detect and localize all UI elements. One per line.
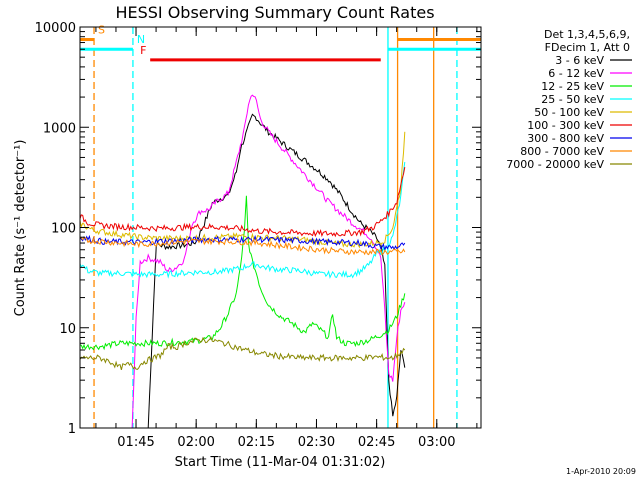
legend-entry-label: 300 - 800 keV [527, 132, 604, 145]
legend-entry-label: 12 - 25 keV [541, 80, 604, 93]
legend-entry-label: 3 - 6 keV [555, 54, 604, 67]
series-line [131, 94, 406, 428]
legend-entry-label: 6 - 12 keV [548, 67, 604, 80]
y-tick-label: 1 [68, 422, 76, 437]
legend-header: FDecim 1, Att 0 [545, 41, 630, 54]
y-tick-label: 10000 [35, 21, 76, 36]
y-tick-label: 10 [59, 322, 76, 337]
legend-entry-label: 100 - 300 keV [527, 119, 604, 132]
legend-entry-label: 25 - 50 keV [541, 93, 604, 106]
series-line [80, 131, 406, 249]
series-line [80, 236, 406, 256]
legend-entry-label: 50 - 100 keV [534, 106, 604, 119]
time-markers [93, 27, 458, 428]
flag-label: S [98, 24, 105, 37]
x-tick-label: 02:00 [177, 435, 214, 450]
y-axis: 1 10 100 1000 10000 [35, 21, 481, 437]
x-axis: 01:45 02:00 02:15 02:30 02:45 03:00 [95, 27, 478, 450]
x-tick-label: 02:15 [238, 435, 275, 450]
series-line [80, 161, 406, 279]
legend-header: Det 1,3,4,5,6,9, [544, 28, 630, 41]
y-tick-label: 100 [51, 222, 76, 237]
footer-date: 1-Apr-2010 20:09 [566, 467, 636, 476]
x-tick-label: 03:00 [418, 435, 455, 450]
flag-label: F [140, 44, 146, 57]
y-axis-label: Count Rate (s⁻¹ detector⁻¹) [13, 140, 28, 317]
x-tick-label: 01:45 [117, 435, 154, 450]
series-line [80, 167, 406, 238]
series-group [80, 94, 406, 428]
series-line [147, 113, 406, 428]
attenuator-flags: S NF [80, 24, 481, 62]
legend-entry-label: 7000 - 20000 keV [506, 158, 604, 171]
x-tick-label: 02:45 [358, 435, 395, 450]
flag-label: N [137, 33, 145, 46]
legend: Det 1,3,4,5,6,9,FDecim 1, Att 03 - 6 keV… [506, 28, 632, 171]
series-line [80, 336, 406, 371]
y-tick-label: 1000 [43, 121, 76, 136]
chart-title: HESSI Observing Summary Count Rates [115, 3, 434, 22]
x-axis-label: Start Time (11-Mar-04 01:31:02) [175, 455, 386, 470]
series-line [80, 234, 406, 252]
x-tick-label: 02:30 [298, 435, 335, 450]
legend-entry-label: 800 - 7000 keV [520, 145, 604, 158]
